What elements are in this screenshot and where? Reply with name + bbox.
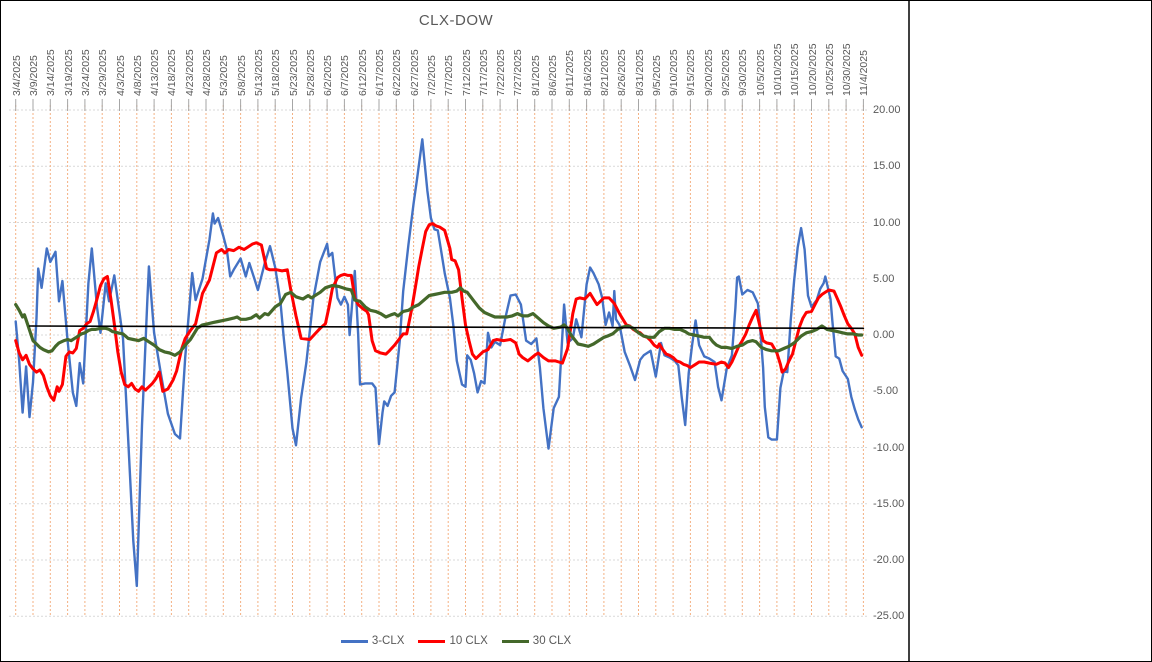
legend-item-30-clx: 30 CLX bbox=[501, 635, 572, 647]
x-axis-label: 5/8/2025 bbox=[235, 55, 248, 96]
legend: 3-CLX 10 CLX 30 CLX bbox=[1, 635, 911, 647]
x-axis-label: 6/12/2025 bbox=[356, 49, 369, 96]
x-axis-label: 3/4/2025 bbox=[10, 55, 23, 96]
y-axis-label: 5.00 bbox=[873, 272, 895, 285]
x-axis-label: 9/20/2025 bbox=[702, 49, 715, 96]
x-axis-label: 3/29/2025 bbox=[97, 49, 110, 96]
y-axis-label: 0.00 bbox=[873, 329, 895, 341]
x-axis-label: 9/25/2025 bbox=[720, 49, 732, 96]
x-axis-label: 6/27/2025 bbox=[408, 49, 421, 96]
x-axis-label: 4/18/2025 bbox=[166, 49, 179, 96]
x-axis-label: 8/6/2025 bbox=[547, 55, 559, 96]
x-axis-label: 7/22/2025 bbox=[495, 49, 508, 96]
legend-label: 10 CLX bbox=[449, 635, 488, 647]
x-axis-label: 8/26/2025 bbox=[616, 49, 629, 96]
legend-label: 30 CLX bbox=[532, 635, 572, 647]
legend-item-10-clx: 10 CLX bbox=[418, 635, 488, 647]
x-axis-label: 4/8/2025 bbox=[131, 55, 144, 96]
legend-line-swatch bbox=[418, 639, 446, 643]
x-axis-label: 5/28/2025 bbox=[304, 49, 317, 96]
x-axis-label: 3/14/2025 bbox=[45, 49, 58, 96]
x-axis-label: 9/15/2025 bbox=[685, 49, 698, 96]
legend-label: 3-CLX bbox=[371, 635, 405, 647]
x-axis-label: 4/13/2025 bbox=[149, 49, 162, 96]
x-axis-label: 7/27/2025 bbox=[512, 49, 525, 96]
x-axis-label: 11/4/2025 bbox=[858, 50, 871, 96]
x-axis-label: 3/24/2025 bbox=[79, 49, 92, 96]
x-axis-label: 6/17/2025 bbox=[374, 49, 386, 96]
x-axis-label: 10/10/2025 bbox=[771, 43, 784, 96]
y-axis-label: 10.00 bbox=[873, 216, 901, 229]
y-axis-label: -5.00 bbox=[873, 385, 899, 398]
x-axis-label: 8/31/2025 bbox=[633, 49, 646, 96]
y-axis-label: -10.00 bbox=[873, 441, 905, 454]
x-axis-label: 9/5/2025 bbox=[650, 55, 663, 96]
y-axis-label: -25.00 bbox=[873, 610, 905, 623]
series-line-baseline bbox=[28, 325, 865, 330]
x-axis-label: 8/21/2025 bbox=[598, 49, 611, 96]
x-axis-label: 6/2/2025 bbox=[322, 55, 335, 96]
x-axis-label: 6/22/2025 bbox=[391, 49, 404, 96]
x-axis-label: 5/13/2025 bbox=[252, 49, 265, 96]
x-axis-label: 8/1/2025 bbox=[529, 55, 542, 96]
x-axis-label: 5/3/2025 bbox=[218, 55, 231, 96]
x-axis-label: 3/9/2025 bbox=[28, 55, 40, 96]
x-axis-label: 8/16/2025 bbox=[581, 49, 594, 96]
legend-line-swatch bbox=[501, 639, 529, 643]
x-axis-label: 3/19/2025 bbox=[62, 49, 75, 96]
x-axis-label: 10/25/2025 bbox=[823, 43, 836, 96]
x-axis-label: 6/7/2025 bbox=[339, 55, 352, 96]
x-axis-label: 10/5/2025 bbox=[754, 49, 767, 96]
x-axis-label: 10/20/2025 bbox=[806, 43, 819, 96]
x-axis-label: 7/12/2025 bbox=[460, 49, 473, 96]
chart-title: CLX-DOW bbox=[418, 12, 494, 29]
x-axis-label: 9/10/2025 bbox=[668, 49, 681, 96]
x-axis-label: 5/18/2025 bbox=[270, 49, 283, 96]
series-line-30-clx bbox=[14, 283, 864, 357]
legend-item-3-clx: 3-CLX bbox=[340, 635, 405, 647]
x-axis-label: 7/2/2025 bbox=[425, 55, 438, 96]
x-axis-label: 4/23/2025 bbox=[183, 49, 196, 96]
x-axis-label: 7/7/2025 bbox=[443, 55, 456, 96]
x-axis-label: 10/15/2025 bbox=[789, 43, 802, 96]
x-axis-label: 4/3/2025 bbox=[114, 55, 127, 96]
x-axis-label: 4/28/2025 bbox=[201, 49, 213, 96]
x-axis-label: 7/17/2025 bbox=[477, 49, 490, 96]
x-axis-label: 5/23/2025 bbox=[287, 49, 300, 96]
legend-line-swatch bbox=[340, 639, 368, 643]
series-line-3-clx bbox=[14, 138, 863, 588]
y-axis-label: -20.00 bbox=[873, 554, 905, 566]
y-axis-label: -15.00 bbox=[873, 497, 905, 510]
series-line-10-clx bbox=[14, 222, 864, 402]
y-axis-label: 20.00 bbox=[873, 104, 901, 116]
y-axis-label: 15.00 bbox=[873, 160, 901, 173]
x-axis-label: 9/30/2025 bbox=[737, 49, 750, 96]
x-axis-label: 8/11/2025 bbox=[564, 50, 577, 96]
x-axis-label: 10/30/2025 bbox=[841, 43, 854, 96]
